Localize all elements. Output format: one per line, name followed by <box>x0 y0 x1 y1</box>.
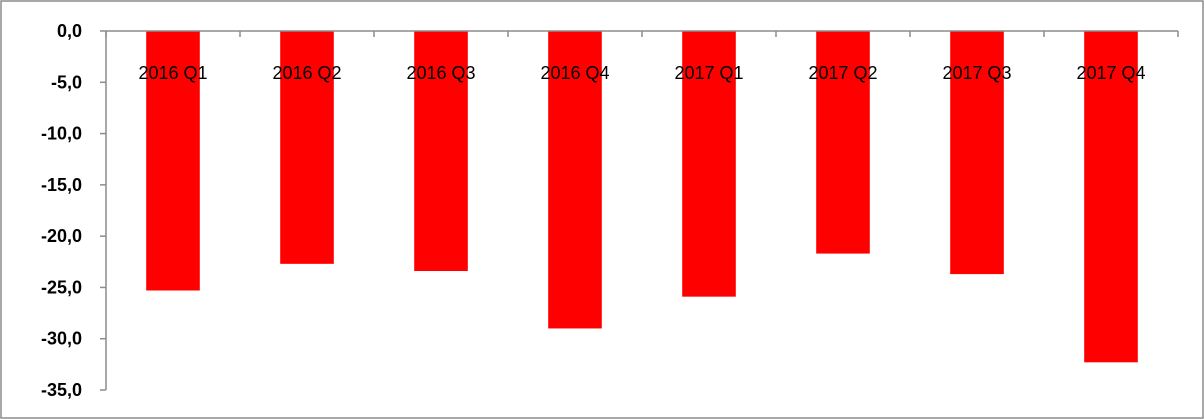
y-tick-label: -20,0 <box>41 226 82 246</box>
x-tick-label: 2016 Q1 <box>138 63 207 83</box>
bar <box>414 31 468 272</box>
x-tick-label: 2017 Q3 <box>942 63 1011 83</box>
bar <box>816 31 870 254</box>
bar <box>682 31 736 297</box>
y-tick-label: -15,0 <box>41 175 82 195</box>
bar <box>548 31 602 329</box>
y-tick-label: -5,0 <box>51 72 82 92</box>
x-tick-label: 2017 Q2 <box>808 63 877 83</box>
bar <box>1084 31 1138 363</box>
x-tick-label: 2016 Q4 <box>540 63 609 83</box>
x-tick-label: 2017 Q1 <box>674 63 743 83</box>
x-tick-label: 2016 Q3 <box>406 63 475 83</box>
bars-group <box>146 31 1138 363</box>
bar <box>280 31 334 264</box>
x-axis: 2016 Q1 2016 Q2 2016 Q3 2016 Q4 2017 Q1 2017 … <box>105 30 1179 83</box>
bar <box>146 31 200 291</box>
y-axis: 0,0 -5,0 -10,0 -15,0 -20,0 -25,0 -30,0 -35,0 <box>41 21 107 400</box>
y-tick-label: 0,0 <box>57 21 82 41</box>
x-tick-label: 2017 Q4 <box>1076 63 1145 83</box>
y-tick-label: -10,0 <box>41 124 82 144</box>
bar <box>950 31 1004 275</box>
x-tick-label: 2016 Q2 <box>272 63 341 83</box>
y-tick-label: -35,0 <box>41 380 82 400</box>
y-tick-label: -25,0 <box>41 277 82 297</box>
y-tick-label: -30,0 <box>41 329 82 349</box>
